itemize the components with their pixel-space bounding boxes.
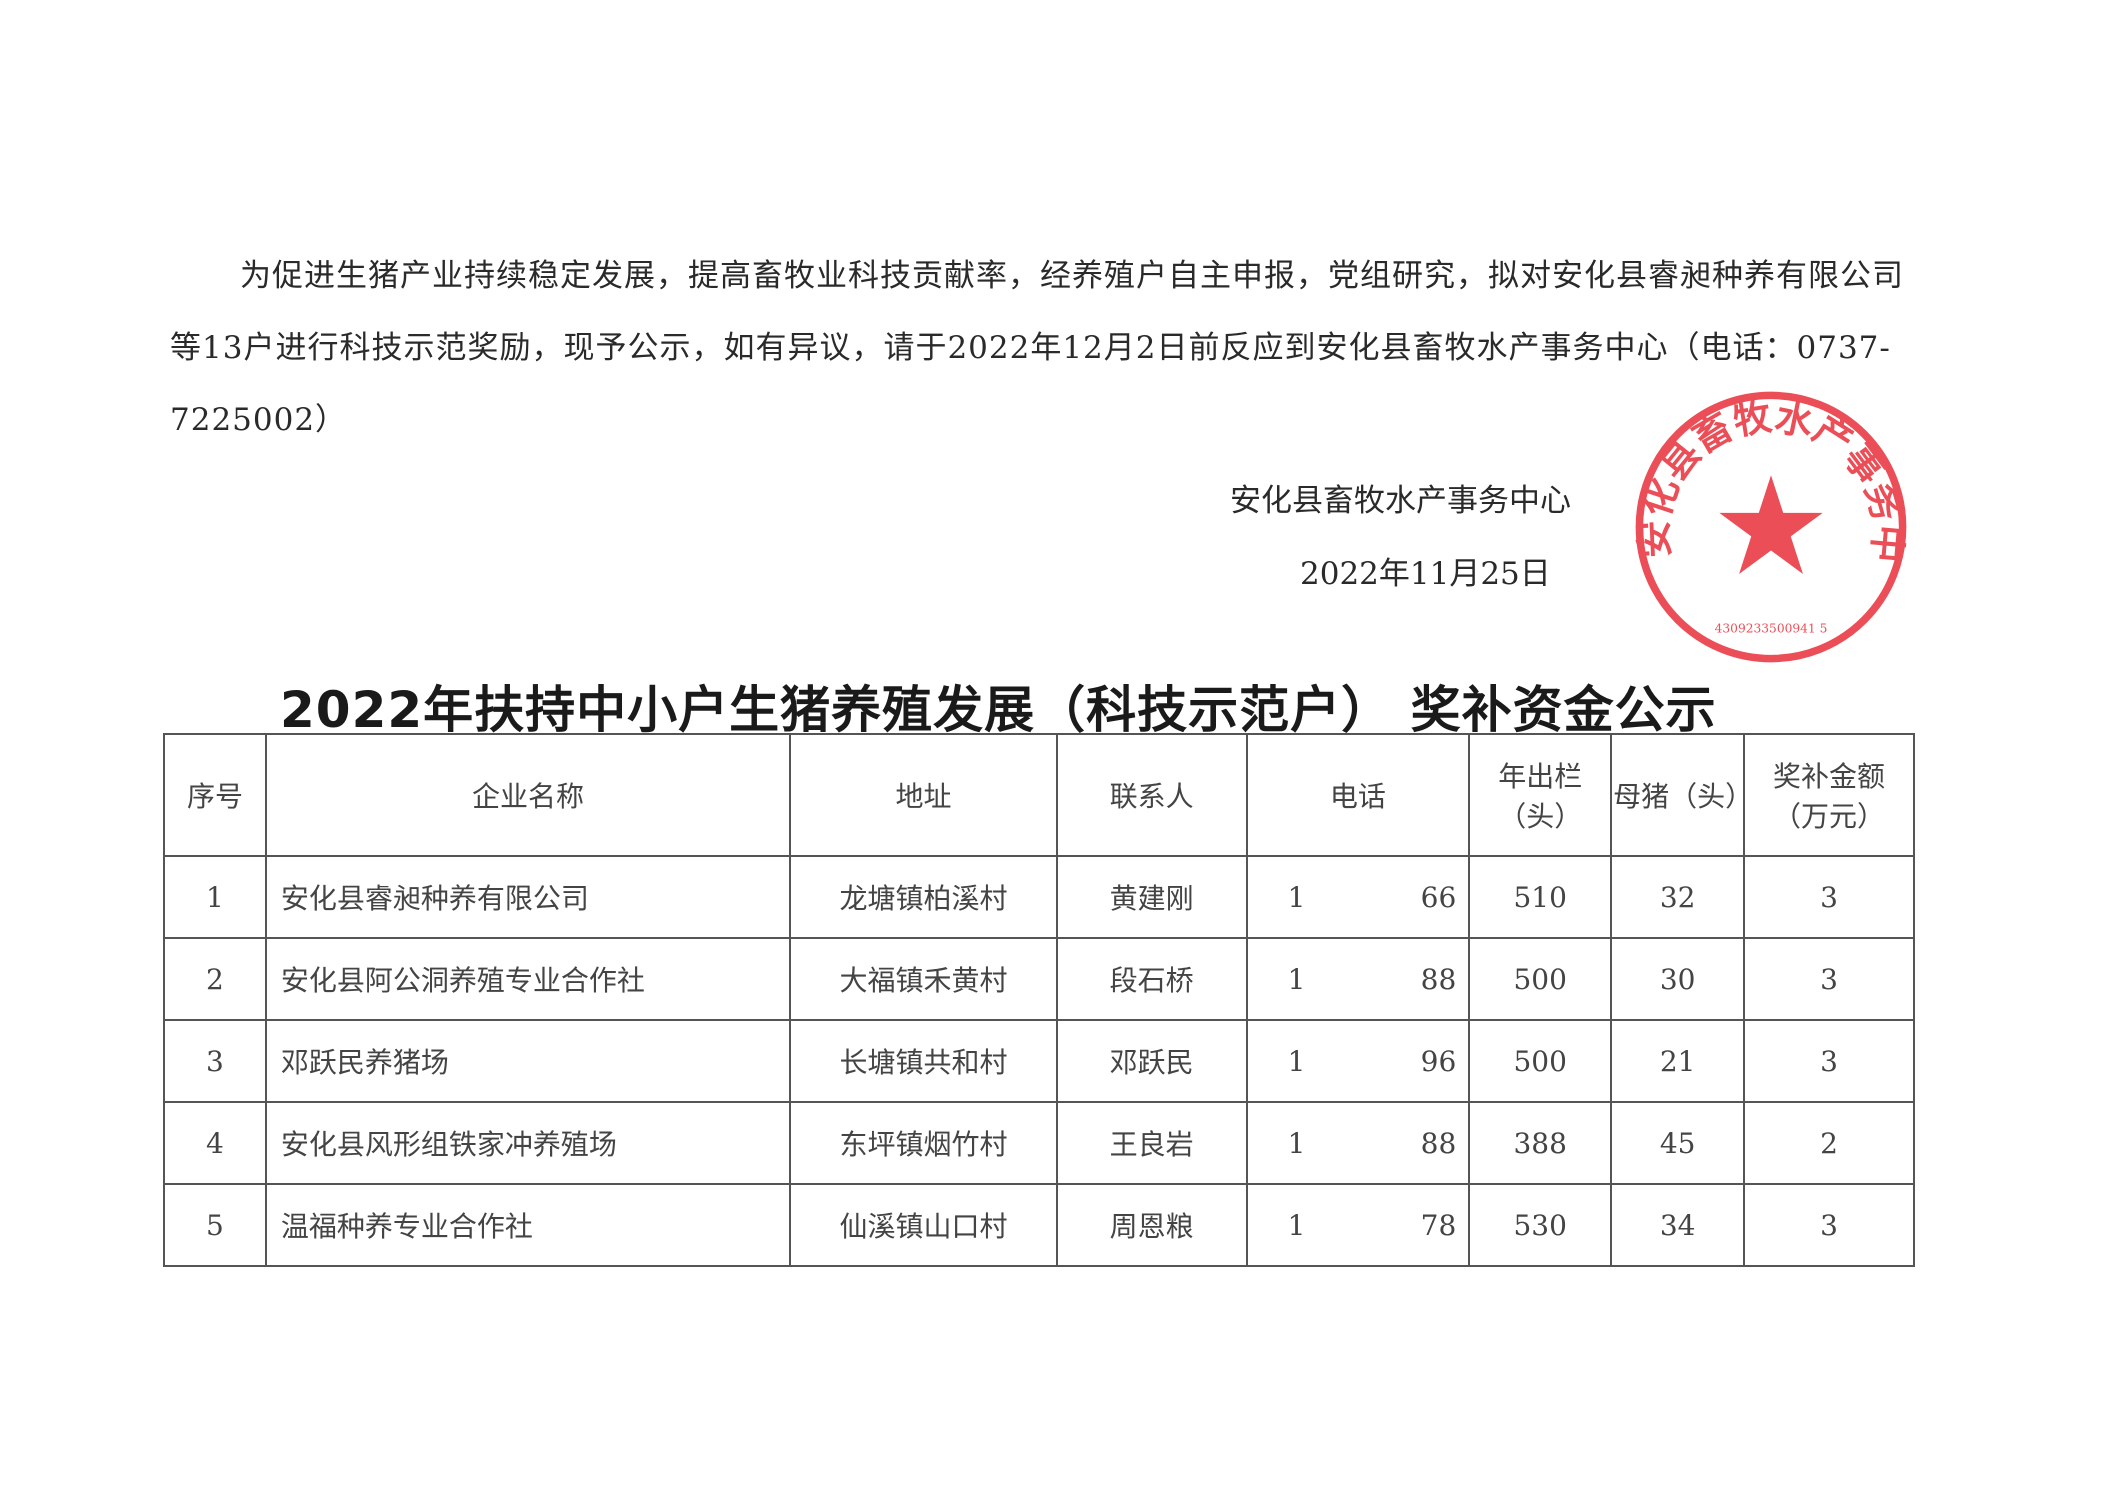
- annual-output: 510: [1468, 855, 1613, 939]
- table-row: 4 安化县风形组铁家冲养殖场 东坪镇烟竹村 王良岩 1 88 388 45 2: [163, 1101, 1915, 1185]
- phone-end: 66: [1420, 881, 1457, 914]
- address: 龙塘镇柏溪村: [789, 855, 1058, 939]
- annual-output: 500: [1468, 937, 1613, 1021]
- phone-start: 1: [1287, 1045, 1306, 1078]
- notice-paragraph: 为促进生猪产业持续稳定发展，提高畜牧业科技贡献率，经养殖户自主申报，党组研究，拟…: [170, 258, 1904, 438]
- company-name: 安化县阿公洞养殖专业合作社: [264, 937, 792, 1021]
- phone-redacted: 1 78: [1245, 1183, 1471, 1267]
- subsidy-amount: 3: [1743, 1019, 1915, 1103]
- row-number: 5: [163, 1183, 267, 1267]
- svg-text:4309233500941 5: 4309233500941 5: [1715, 621, 1828, 635]
- sows-count: 21: [1610, 1019, 1746, 1103]
- company-name: 温福种养专业合作社: [264, 1183, 792, 1267]
- phone-redacted: 1 88: [1245, 1101, 1471, 1185]
- address: 长塘镇共和村: [789, 1019, 1058, 1103]
- address: 东坪镇烟竹村: [789, 1101, 1058, 1185]
- row-number: 4: [163, 1101, 267, 1185]
- phone-redacted: 1 88: [1245, 937, 1471, 1021]
- company-name: 安化县风形组铁家冲养殖场: [264, 1101, 792, 1185]
- phone-start: 1: [1287, 881, 1306, 914]
- sows-count: 45: [1610, 1101, 1746, 1185]
- row-number: 2: [163, 937, 267, 1021]
- phone-end: 88: [1420, 963, 1457, 996]
- phone-start: 1: [1287, 963, 1306, 996]
- contact-person: 周恩粮: [1055, 1183, 1248, 1267]
- column-header: 地址: [789, 733, 1058, 857]
- sows-count: 34: [1610, 1183, 1746, 1267]
- row-number: 3: [163, 1019, 267, 1103]
- address: 大福镇禾黄村: [789, 937, 1058, 1021]
- column-header: 企业名称: [264, 733, 792, 857]
- table-row: 2 安化县阿公洞养殖专业合作社 大福镇禾黄村 段石桥 1 88 500 30 3: [163, 937, 1915, 1021]
- annual-output: 388: [1468, 1101, 1613, 1185]
- company-name: 邓跃民养猪场: [264, 1019, 792, 1103]
- table-header-row: 序号 企业名称 地址 联系人 电话 年出栏（头） 母猪（头） 奖补金额（万元）: [163, 733, 1915, 857]
- annual-output: 500: [1468, 1019, 1613, 1103]
- issuer-name: 安化县畜牧水产事务中心: [1230, 483, 1571, 519]
- contact-person: 邓跃民: [1055, 1019, 1248, 1103]
- table-row: 3 邓跃民养猪场 长塘镇共和村 邓跃民 1 96 500 21 3: [163, 1019, 1915, 1103]
- sows-count: 30: [1610, 937, 1746, 1021]
- phone-end: 88: [1420, 1127, 1457, 1160]
- sows-count: 32: [1610, 855, 1746, 939]
- table-row: 1 安化县睿昶种养有限公司 龙塘镇柏溪村 黄建刚 1 66 510 32 3: [163, 855, 1915, 939]
- phone-redacted: 1 96: [1245, 1019, 1471, 1103]
- phone-end: 96: [1420, 1045, 1457, 1078]
- annual-output: 530: [1468, 1183, 1613, 1267]
- issue-date: 2022年11月25日: [1300, 556, 1551, 592]
- table-title: 2022年扶持中小户生猪养殖发展（科技示范户） 奖补资金公示: [280, 681, 1717, 739]
- subsidy-amount: 2: [1743, 1101, 1915, 1185]
- official-seal-icon: 安化县畜牧水产事务中心 4309233500941 5: [1630, 386, 1910, 663]
- column-header: 母猪（头）: [1610, 733, 1753, 857]
- column-header: 联系人: [1055, 733, 1248, 857]
- contact-person: 王良岩: [1055, 1101, 1248, 1185]
- phone-end: 78: [1420, 1209, 1457, 1242]
- table-row: 5 温福种养专业合作社 仙溪镇山口村 周恩粮 1 78 530 34 3: [163, 1183, 1915, 1267]
- address: 仙溪镇山口村: [789, 1183, 1058, 1267]
- phone-redacted: 1 66: [1245, 855, 1471, 939]
- subsidy-amount: 3: [1743, 937, 1915, 1021]
- phone-start: 1: [1287, 1127, 1306, 1160]
- column-header: 序号: [163, 733, 267, 857]
- phone-start: 1: [1287, 1209, 1306, 1242]
- column-header: 电话: [1245, 733, 1471, 857]
- contact-person: 黄建刚: [1055, 855, 1248, 939]
- subsidy-amount: 3: [1743, 1183, 1915, 1267]
- row-number: 1: [163, 855, 267, 939]
- contact-person: 段石桥: [1055, 937, 1248, 1021]
- subsidy-amount: 3: [1743, 855, 1915, 939]
- column-header: 奖补金额（万元）: [1743, 733, 1915, 857]
- subsidy-table: 序号 企业名称 地址 联系人 电话 年出栏（头） 母猪（头） 奖补金额（万元） 1 安化县睿昶…: [163, 733, 1915, 1267]
- column-header: 年出栏（头）: [1468, 733, 1613, 857]
- company-name: 安化县睿昶种养有限公司: [264, 855, 792, 939]
